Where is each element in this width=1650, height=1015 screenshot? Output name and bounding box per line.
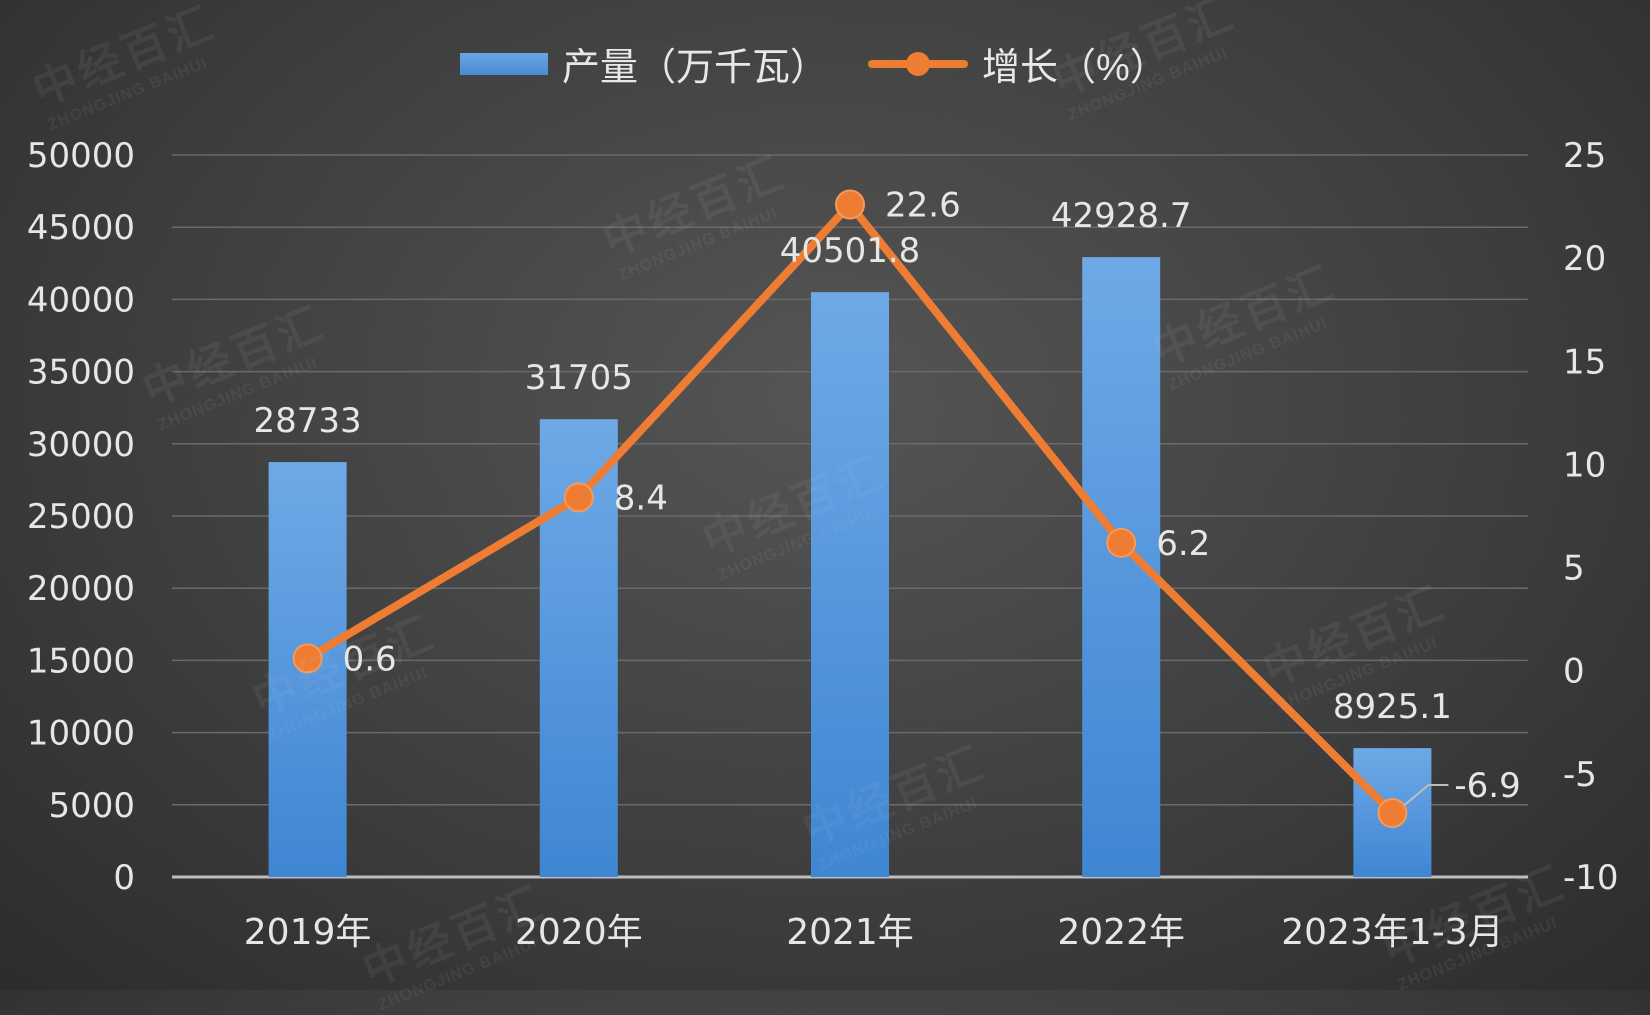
y-right-tick-label: 25 — [1563, 136, 1606, 176]
y-right-tick-label: 0 — [1563, 652, 1585, 692]
legend-item-growth: 增长（%） — [868, 36, 1168, 91]
growth-value-label: -6.9 — [1454, 766, 1520, 806]
x-tick-label: 2021年 — [786, 912, 914, 953]
combo-chart: 28733 31705 40501.8 42928.7 8925.1 0.6 8.4 22.6… — [27, 136, 1619, 953]
growth-point — [292, 643, 323, 674]
y-right-tick-label: 20 — [1563, 239, 1606, 279]
y-right-tick-label: 10 — [1563, 445, 1606, 485]
line-series — [292, 189, 1408, 829]
bar-value-label: 40501.8 — [780, 231, 921, 271]
bar-value-label: 42928.7 — [1051, 196, 1192, 236]
x-tick-label: 2023年1-3月 — [1281, 912, 1503, 953]
legend-item-production: 产量（万千瓦） — [460, 36, 828, 91]
chart-legend: 产量（万千瓦） 增长（%） — [460, 36, 1208, 91]
bar-value-label: 31705 — [525, 358, 633, 398]
y-left-tick-label: 45000 — [27, 208, 135, 248]
y-left-tick-label: 25000 — [27, 497, 135, 537]
growth-value-label: 22.6 — [885, 186, 961, 226]
y-left-tick-label: 5000 — [48, 786, 135, 826]
growth-value-label: 8.4 — [614, 478, 668, 518]
y-left-tick-label: 15000 — [27, 641, 135, 681]
legend-label-growth: 增长（%） — [982, 47, 1168, 89]
legend-bar-swatch — [460, 52, 548, 75]
growth-point — [1106, 527, 1137, 558]
growth-point — [835, 189, 865, 220]
y-right-tick-label: 15 — [1563, 342, 1606, 382]
y-right-tick-label: 5 — [1563, 549, 1585, 589]
y-right-tick-label: -10 — [1563, 858, 1619, 898]
y-left-tick-label: 20000 — [27, 569, 135, 609]
growth-point — [1377, 798, 1408, 829]
leader-line — [1403, 784, 1449, 806]
growth-value-label: 0.6 — [343, 639, 397, 679]
y-left-tick-label: 35000 — [27, 353, 135, 393]
x-tick-label: 2022年 — [1057, 912, 1185, 953]
y-left-tick-label: 50000 — [27, 136, 135, 176]
data-labels: 28733 31705 40501.8 42928.7 8925.1 0.6 8.4 22.6… — [254, 186, 1521, 807]
x-tick-label: 2020年 — [515, 912, 643, 953]
y-left-tick-label: 30000 — [27, 425, 135, 465]
bar-value-label: 28733 — [254, 401, 362, 441]
bar-value-label: 8925.1 — [1333, 687, 1452, 727]
legend-line-swatch — [868, 51, 969, 76]
axis-labels: 0 5000 10000 15000 20000 25000 30000 35000 40000… — [27, 136, 1619, 953]
growth-value-label: 6.2 — [1156, 524, 1210, 564]
y-right-tick-label: -5 — [1563, 755, 1597, 795]
x-tick-label: 2019年 — [244, 912, 372, 953]
y-left-tick-label: 0 — [113, 858, 135, 898]
legend-label-production: 产量（万千瓦） — [562, 47, 829, 89]
bar — [811, 292, 889, 877]
y-left-tick-label: 10000 — [27, 714, 135, 754]
y-left-tick-label: 40000 — [27, 280, 135, 320]
growth-point — [563, 482, 594, 513]
bar-series — [268, 257, 1432, 877]
